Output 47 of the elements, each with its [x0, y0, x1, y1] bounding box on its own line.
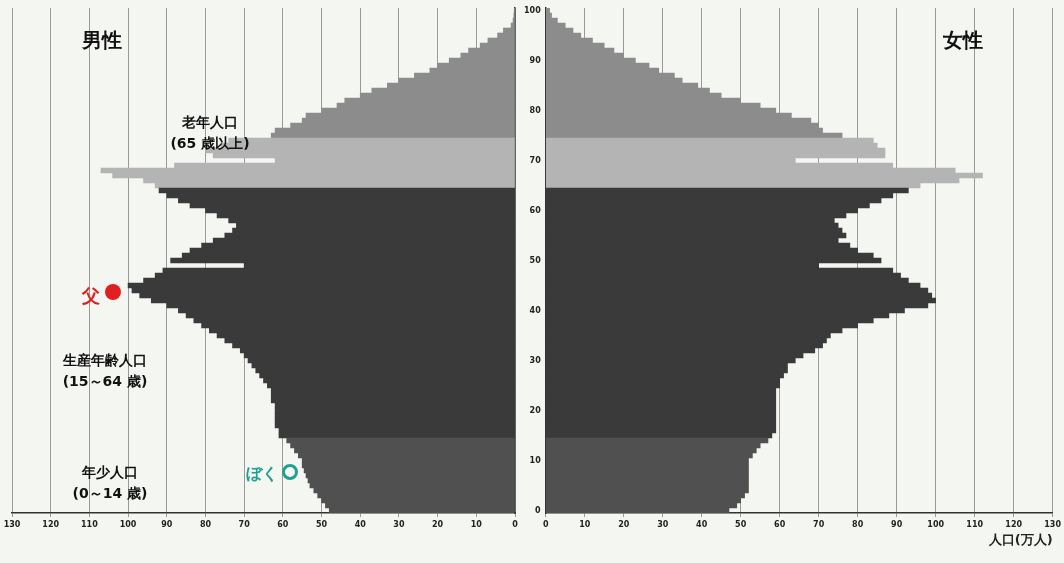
x-tick-label: 30: [657, 519, 669, 529]
x-tick-label: 130: [3, 519, 21, 529]
annotation: 年少人口 (0～14 歳): [71, 463, 149, 503]
x-tick-label: 130: [1044, 519, 1062, 529]
x-tick-label: 60: [277, 519, 289, 529]
x-tick-label: 100: [119, 519, 137, 529]
y-tick-label: 70: [529, 155, 542, 165]
annotation: 老年人口 (65 歳以上): [169, 113, 251, 153]
text: 女性: [941, 28, 983, 53]
x-tick-label: 20: [618, 519, 630, 529]
x-axis-title: 人口(万人): [987, 531, 1053, 547]
annotation: ぼく: [245, 463, 279, 485]
x-tick-label: 70: [238, 519, 251, 529]
x-tick-label: 20: [432, 519, 444, 529]
x-tick-label: 60: [774, 519, 786, 529]
x-tick-label: 50: [315, 519, 328, 529]
x-tick-label: 40: [354, 519, 367, 529]
x-tick-label: 70: [813, 519, 825, 529]
y-tick-label: 30: [529, 355, 542, 365]
annotation: 生産年齢人口 (15～64 歳): [61, 351, 149, 391]
x-tick-label: 40: [696, 519, 708, 529]
x-tick-label: 0: [542, 519, 549, 529]
x-tick-label: 110: [81, 519, 99, 529]
x-tick-label: 80: [199, 519, 212, 529]
y-tick-label: 80: [529, 105, 542, 115]
y-tick-label: 90: [529, 55, 542, 65]
x-tick-label: 100: [927, 519, 945, 529]
annotation: 父: [81, 284, 101, 308]
x-tick-label: 10: [579, 519, 591, 529]
y-tick-label: 10: [529, 455, 542, 465]
y-tick-label: 20: [529, 405, 542, 415]
x-tick-label: 30: [393, 519, 405, 529]
x-tick-label: 80: [852, 519, 864, 529]
x-tick-label: 110: [966, 519, 984, 529]
y-tick-label: 60: [529, 205, 542, 215]
x-tick-label: 50: [735, 519, 747, 529]
y-tick-label: 100: [524, 5, 542, 15]
x-tick-label: 120: [1005, 519, 1023, 529]
x-tick-label: 90: [161, 519, 173, 529]
x-tick-label: 120: [42, 519, 60, 529]
text: 男性: [81, 28, 122, 53]
x-tick-label: 10: [470, 519, 483, 529]
x-tick-label: 0: [512, 519, 519, 529]
y-tick-label: 0: [535, 505, 542, 515]
y-tick-label: 40: [529, 305, 542, 315]
x-tick-label: 90: [891, 519, 903, 529]
y-tick-label: 50: [529, 255, 542, 265]
